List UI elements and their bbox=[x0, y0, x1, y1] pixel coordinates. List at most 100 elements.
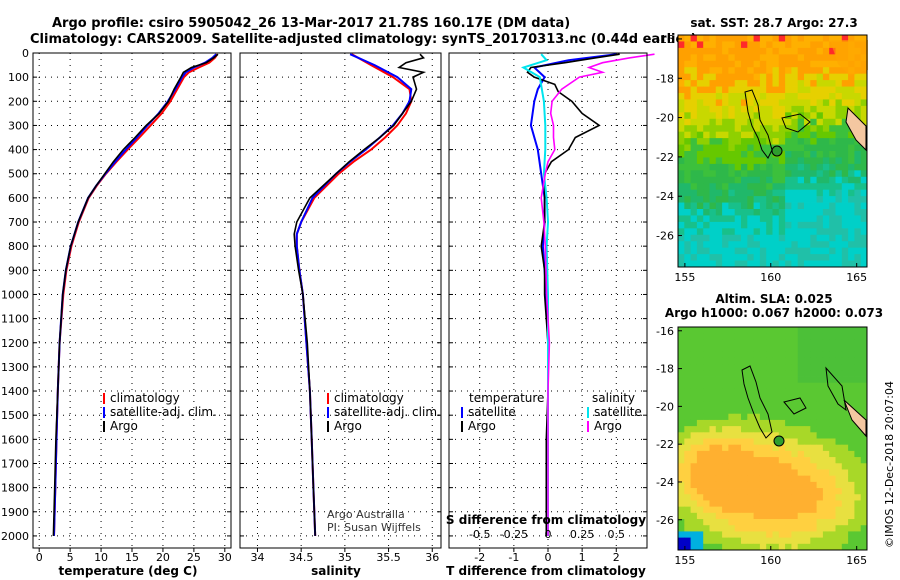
map-cell bbox=[860, 105, 868, 113]
map-cell bbox=[684, 221, 691, 229]
map-cell bbox=[709, 247, 717, 255]
map-cell bbox=[785, 327, 792, 334]
depth-tick-label: 1200 bbox=[1, 337, 29, 350]
map-cell bbox=[684, 333, 691, 340]
map-cell bbox=[804, 67, 811, 75]
map-cell bbox=[785, 112, 792, 120]
map-cell bbox=[804, 112, 811, 120]
map-cell bbox=[747, 196, 754, 203]
map-cell bbox=[816, 35, 824, 42]
map-cell bbox=[690, 176, 698, 184]
map-cell bbox=[728, 215, 736, 223]
map-cell bbox=[810, 234, 817, 242]
map-cell bbox=[816, 407, 824, 415]
map-cell bbox=[753, 118, 761, 126]
map-cell bbox=[734, 99, 742, 107]
map-cell bbox=[753, 80, 761, 87]
map-cell bbox=[848, 333, 855, 340]
map-cell bbox=[759, 438, 767, 446]
map-cell bbox=[816, 234, 824, 242]
map-cell bbox=[734, 500, 742, 508]
map-cell bbox=[703, 494, 710, 501]
map-cell bbox=[747, 512, 754, 520]
map-cell bbox=[747, 241, 754, 249]
sla-map-title-2: Argo h1000: 0.067 h2000: 0.073 bbox=[665, 306, 883, 320]
map-cell bbox=[848, 144, 855, 152]
map-cell bbox=[728, 327, 736, 334]
map-cell bbox=[741, 118, 748, 126]
map-cell bbox=[860, 401, 868, 408]
map-cell bbox=[816, 80, 824, 87]
map-cell bbox=[709, 531, 717, 539]
map-cell bbox=[728, 543, 736, 551]
map-cell bbox=[709, 376, 717, 384]
map-cell bbox=[829, 67, 836, 75]
map-cell bbox=[741, 41, 748, 49]
map-cell bbox=[822, 196, 830, 203]
map-cell bbox=[810, 170, 817, 178]
map-cell bbox=[703, 138, 710, 145]
map-cell bbox=[703, 260, 710, 268]
map-cell bbox=[703, 419, 710, 427]
map-cell bbox=[797, 444, 805, 452]
map-cell bbox=[709, 176, 717, 184]
map-cell bbox=[778, 388, 786, 396]
map-cell bbox=[759, 241, 767, 249]
map-cell bbox=[722, 388, 729, 396]
depth-tick-label: 400 bbox=[8, 144, 29, 157]
map-cell bbox=[841, 357, 849, 365]
map-cell bbox=[829, 401, 836, 408]
map-cell bbox=[791, 228, 799, 236]
map-cell bbox=[785, 138, 792, 145]
map-cell bbox=[759, 131, 767, 139]
map-cell bbox=[822, 93, 830, 100]
map-cell bbox=[728, 401, 736, 408]
map-cell bbox=[778, 519, 786, 526]
map-cell bbox=[741, 241, 748, 249]
map-cell bbox=[797, 395, 805, 402]
map-cell bbox=[810, 519, 817, 526]
map-cell bbox=[810, 488, 817, 495]
map-cell bbox=[860, 519, 868, 526]
map-cell bbox=[696, 60, 704, 68]
map-cell bbox=[791, 118, 799, 126]
map-cell bbox=[772, 228, 780, 236]
map-cell bbox=[722, 364, 729, 371]
map-cell bbox=[728, 54, 736, 62]
map-cell bbox=[841, 215, 849, 223]
map-cell bbox=[684, 426, 691, 433]
map-cell bbox=[728, 364, 736, 371]
map-cell bbox=[734, 488, 742, 495]
map-cell bbox=[841, 35, 849, 42]
map-cell bbox=[741, 531, 748, 539]
map-cell bbox=[841, 413, 849, 421]
x-tick-label: 0 bbox=[36, 551, 43, 564]
map-cell bbox=[734, 469, 742, 477]
map-cell bbox=[747, 345, 754, 353]
map-cell bbox=[816, 176, 824, 184]
map-cell bbox=[741, 457, 748, 464]
map-cell bbox=[835, 73, 843, 81]
map-cell bbox=[684, 327, 691, 334]
map-cell bbox=[829, 370, 836, 377]
map-cell bbox=[797, 163, 805, 171]
map-cell bbox=[684, 234, 691, 242]
map-cell bbox=[696, 519, 704, 526]
map-cell bbox=[841, 543, 849, 551]
map-cell bbox=[785, 469, 792, 477]
map-cell bbox=[835, 382, 843, 390]
map-cell bbox=[759, 506, 767, 514]
map-cell bbox=[841, 196, 849, 203]
map-cell bbox=[684, 432, 691, 439]
map-cell bbox=[841, 457, 849, 464]
map-cell bbox=[822, 543, 830, 551]
map-cell bbox=[785, 54, 792, 62]
map-cell bbox=[848, 376, 855, 384]
map-cell bbox=[778, 260, 786, 268]
map-cell bbox=[747, 450, 754, 458]
map-cell bbox=[709, 73, 717, 81]
map-cell bbox=[696, 241, 704, 249]
map-cell bbox=[759, 525, 767, 532]
map-cell bbox=[785, 419, 792, 427]
map-cell bbox=[678, 209, 685, 216]
